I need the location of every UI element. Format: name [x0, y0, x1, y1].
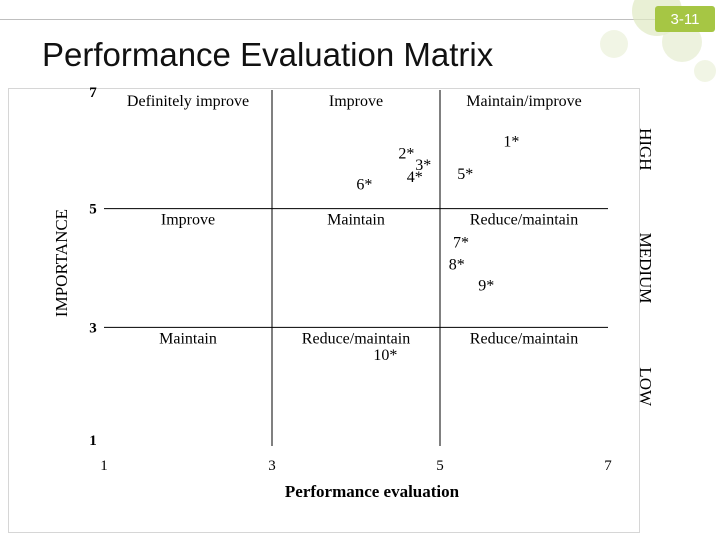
- data-point-label: 8*: [449, 256, 465, 273]
- cell-label: Improve: [329, 93, 383, 110]
- header-rule: [0, 19, 655, 20]
- title-bar: 3-11: [0, 0, 720, 82]
- slide-frame: [8, 88, 640, 533]
- importance-band-label: HIGH: [636, 128, 655, 171]
- matrix-grid-lines: [104, 90, 608, 446]
- data-point-label: 6*: [356, 177, 372, 194]
- data-point-label: 4*: [407, 169, 423, 186]
- y-axis-label: IMPORTANCE: [52, 209, 71, 317]
- y-tick-label: 7: [89, 85, 97, 101]
- x-tick-label: 1: [100, 458, 108, 474]
- importance-band-label: MEDIUM: [636, 233, 655, 304]
- cell-label: Reduce/maintain: [470, 330, 578, 347]
- cell-label: Improve: [161, 212, 215, 229]
- y-tick-label: 3: [89, 320, 97, 336]
- cell-label: Maintain: [159, 330, 217, 347]
- importance-band-labels: HIGH MEDIUM LOW: [636, 128, 655, 407]
- decorative-circle: [694, 60, 716, 82]
- data-point-label: 3*: [415, 157, 431, 174]
- x-tick-label: 3: [268, 458, 276, 474]
- cell-label: Maintain: [327, 212, 385, 229]
- decorative-circle: [600, 30, 628, 58]
- data-point-label: 10*: [373, 347, 397, 364]
- x-tick-label: 7: [604, 458, 612, 474]
- cell-label: Reduce/maintain: [470, 212, 578, 229]
- y-tick-label: 5: [89, 202, 97, 218]
- data-points: 1* 2*3*4* 5* 6* 7* 8* 9* 10*: [356, 133, 519, 364]
- cell-label: Reduce/maintain: [302, 330, 410, 347]
- x-axis-label: Performance evaluation: [285, 482, 460, 501]
- data-point-label: 5*: [457, 166, 473, 183]
- page-number-badge: 3-11: [655, 6, 715, 32]
- importance-band-label: LOW: [636, 367, 655, 407]
- data-point-label: 1*: [503, 133, 519, 150]
- x-tick-label: 5: [436, 458, 444, 474]
- axis-ticks: 1 3 5 7 1 3 5 7: [89, 85, 612, 474]
- y-tick-label: 1: [89, 433, 97, 449]
- cell-label: Definitely improve: [127, 93, 249, 110]
- data-point-label: 2*: [398, 145, 414, 162]
- cell-label: Maintain/improve: [466, 93, 582, 110]
- data-point-label: 9*: [478, 278, 494, 295]
- page-title: Performance Evaluation Matrix: [42, 36, 494, 73]
- data-point-label: 7*: [453, 234, 469, 251]
- cell-labels: Definitely improve Improve Maintain/improv…: [127, 93, 582, 347]
